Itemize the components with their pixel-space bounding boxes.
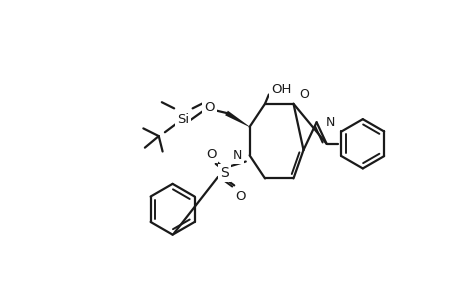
Text: S: S: [219, 166, 228, 180]
Text: OH: OH: [271, 83, 291, 96]
Text: N: N: [232, 149, 241, 162]
Polygon shape: [224, 111, 249, 127]
Text: O: O: [299, 88, 309, 101]
Text: O: O: [206, 148, 216, 161]
Text: N: N: [325, 116, 335, 129]
Text: Si: Si: [177, 113, 189, 126]
Text: O: O: [235, 190, 245, 203]
Text: O: O: [204, 101, 214, 114]
